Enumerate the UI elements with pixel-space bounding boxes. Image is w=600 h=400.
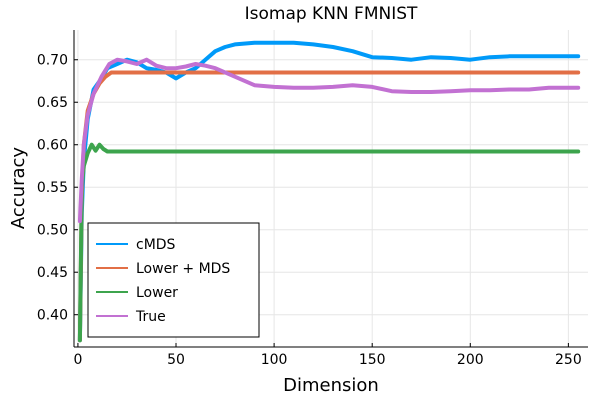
legend-label: True xyxy=(135,309,166,325)
x-tick-label: 200 xyxy=(457,352,484,368)
legend-label: Lower + MDS xyxy=(136,261,230,277)
y-tick-label: 0.50 xyxy=(37,223,68,239)
axes-layer: 0 50 100 150 200 250 0.40 0.45 0.50 0.55 0.60 0.65 0… xyxy=(37,30,588,368)
grid-layer xyxy=(74,30,588,347)
x-tick-label: 50 xyxy=(167,352,185,368)
x-tick-label: 0 xyxy=(73,352,82,368)
y-tick-label: 0.70 xyxy=(37,53,68,69)
chart-title: Isomap KNN FMNIST xyxy=(245,4,418,24)
series-layer xyxy=(77,40,581,343)
legend: cMDS Lower + MDS Lower True xyxy=(87,222,260,338)
x-tick-label: 250 xyxy=(555,352,582,368)
x-tick-label: 150 xyxy=(359,352,386,368)
legend-label: cMDS xyxy=(136,237,176,253)
x-tick-label: 100 xyxy=(261,352,288,368)
y-tick-label: 0.55 xyxy=(37,180,68,196)
y-axis-label: Accuracy xyxy=(8,147,29,230)
x-axis-label: Dimension xyxy=(283,375,379,396)
legend-box xyxy=(87,222,260,338)
series-line-lower xyxy=(77,142,581,343)
y-tick-label: 0.65 xyxy=(37,95,68,111)
legend-label: Lower xyxy=(136,285,178,301)
y-tick-label: 0.40 xyxy=(37,308,68,324)
y-tick-label: 0.60 xyxy=(37,138,68,154)
y-tick-label: 0.45 xyxy=(37,265,68,281)
series-line-true xyxy=(77,57,581,224)
